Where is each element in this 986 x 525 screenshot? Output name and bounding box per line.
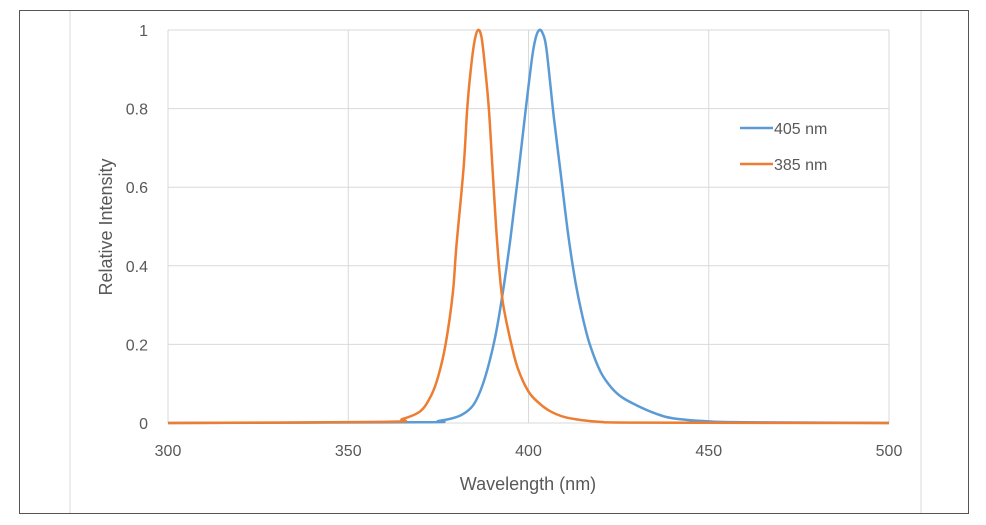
y-tick-label: 0.4: [126, 259, 148, 276]
y-tick-label: 0.2: [126, 337, 148, 354]
legend-label-405nm: 405 nm: [774, 121, 827, 138]
x-tick-label: 450: [695, 443, 722, 460]
x-tick-label: 400: [515, 443, 542, 460]
x-tick-label: 350: [335, 443, 362, 460]
series-line-385nm: [167, 28, 890, 425]
x-tick-label: 300: [155, 443, 182, 460]
y-tick-label: 0.6: [126, 180, 148, 197]
x-tick-label: 500: [876, 443, 903, 460]
legend-label-385nm: 385 nm: [774, 157, 827, 174]
chart-frame: [19, 10, 969, 514]
y-tick-label: 1: [139, 23, 148, 40]
series-line-405nm: [167, 28, 890, 425]
x-axis-title: Wavelength (nm): [460, 474, 596, 494]
y-tick-label: 0.8: [126, 102, 148, 119]
y-tick-label: 0: [139, 416, 148, 433]
y-axis-title: Relative Intensity: [96, 158, 116, 295]
legend: 405 nm 385 nm: [740, 121, 827, 174]
